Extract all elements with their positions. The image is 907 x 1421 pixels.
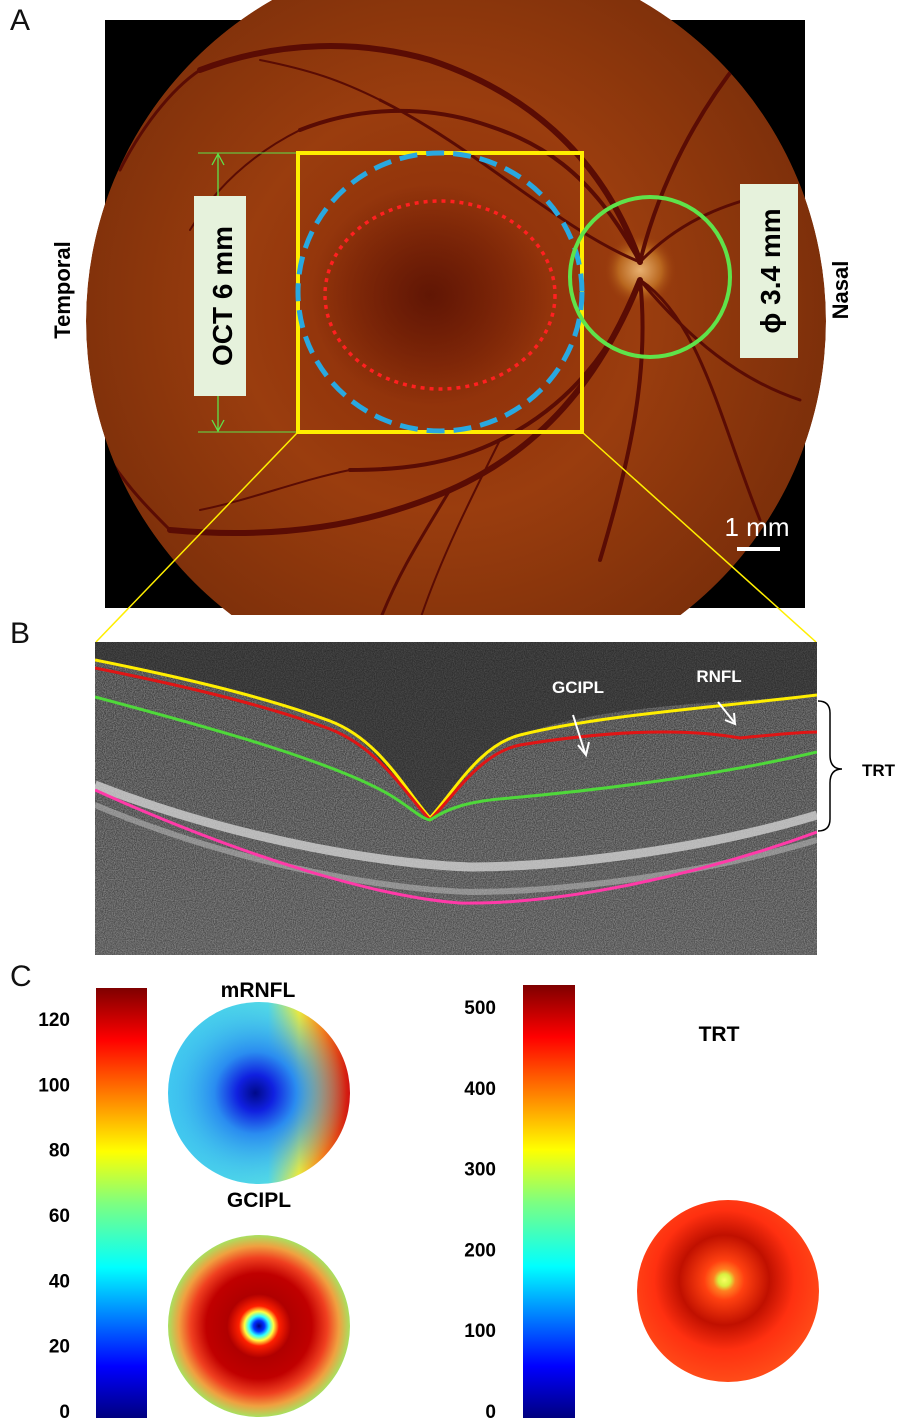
colorbar-tick-label: 20: [49, 1337, 70, 1358]
colorbar-tick-label: 200: [464, 1240, 496, 1261]
colorbar-right: [523, 985, 575, 1418]
temporal-label: Temporal: [50, 241, 75, 338]
optic-disc: [604, 234, 676, 306]
gcipl-line: [95, 695, 817, 822]
colorbar-tick-label: 60: [49, 1206, 70, 1227]
panel-a-fundus: OCT 6 mm ϕ 3.4 mm Temporal Nasal 1 mm: [50, 0, 853, 615]
colorbar-right-ticks: 0 100 200 300 400 500: [464, 998, 496, 1421]
rnfl-line: [95, 666, 817, 823]
oct-label-box: [194, 196, 246, 396]
colorbar-left-ticks: 0 20 40 60 80 100 120: [38, 1010, 70, 1421]
panel-letter-b: B: [10, 617, 31, 650]
trt-label: TRT: [862, 761, 896, 780]
gcipl-map-title: GCIPL: [227, 1189, 291, 1212]
colorbar-tick-label: 120: [38, 1010, 70, 1031]
colorbar-tick-label: 0: [59, 1402, 70, 1421]
colorbar-tick-label: 100: [464, 1321, 496, 1342]
trt-map-title: TRT: [699, 1023, 740, 1046]
colorbar-tick-label: 40: [49, 1271, 70, 1292]
colorbar-tick-label: 400: [464, 1079, 496, 1100]
colorbar-left: [96, 988, 147, 1418]
trt-brace: [817, 700, 843, 832]
scale-label: 1 mm: [725, 512, 790, 542]
colorbar-tick-label: 0: [485, 1402, 496, 1421]
panel-c-thickness-maps: 0 20 40 60 80 100 120 0 100 200 300 400 500 mRNFL G…: [38, 979, 819, 1421]
colorbar-tick-label: 100: [38, 1075, 70, 1096]
disc-label-box: [740, 184, 798, 358]
oct-label: OCT 6 mm: [207, 226, 238, 366]
mrnfl-title: mRNFL: [221, 979, 296, 1002]
rpe-line: [95, 788, 817, 905]
panel-b-oct-scan: GCIPL RNFL TRT: [95, 642, 896, 955]
colorbar-tick-label: 300: [464, 1160, 496, 1181]
dotted-ellipse: [323, 199, 557, 391]
gcipl-map: [168, 1235, 350, 1417]
colorbar-tick-label: 80: [49, 1141, 70, 1162]
dashed-circle: [295, 150, 585, 434]
colorbar-tick-label: 500: [464, 998, 496, 1019]
disc-circle: [568, 195, 732, 359]
rnfl-label: RNFL: [696, 667, 741, 686]
gcipl-label: GCIPL: [552, 678, 604, 697]
disc-label: ϕ 3.4 mm: [755, 208, 786, 333]
panel-letter-a: A: [10, 4, 31, 37]
trt-map: [637, 1200, 819, 1382]
nasal-label: Nasal: [828, 261, 853, 320]
panel-letter-c: C: [10, 960, 32, 993]
